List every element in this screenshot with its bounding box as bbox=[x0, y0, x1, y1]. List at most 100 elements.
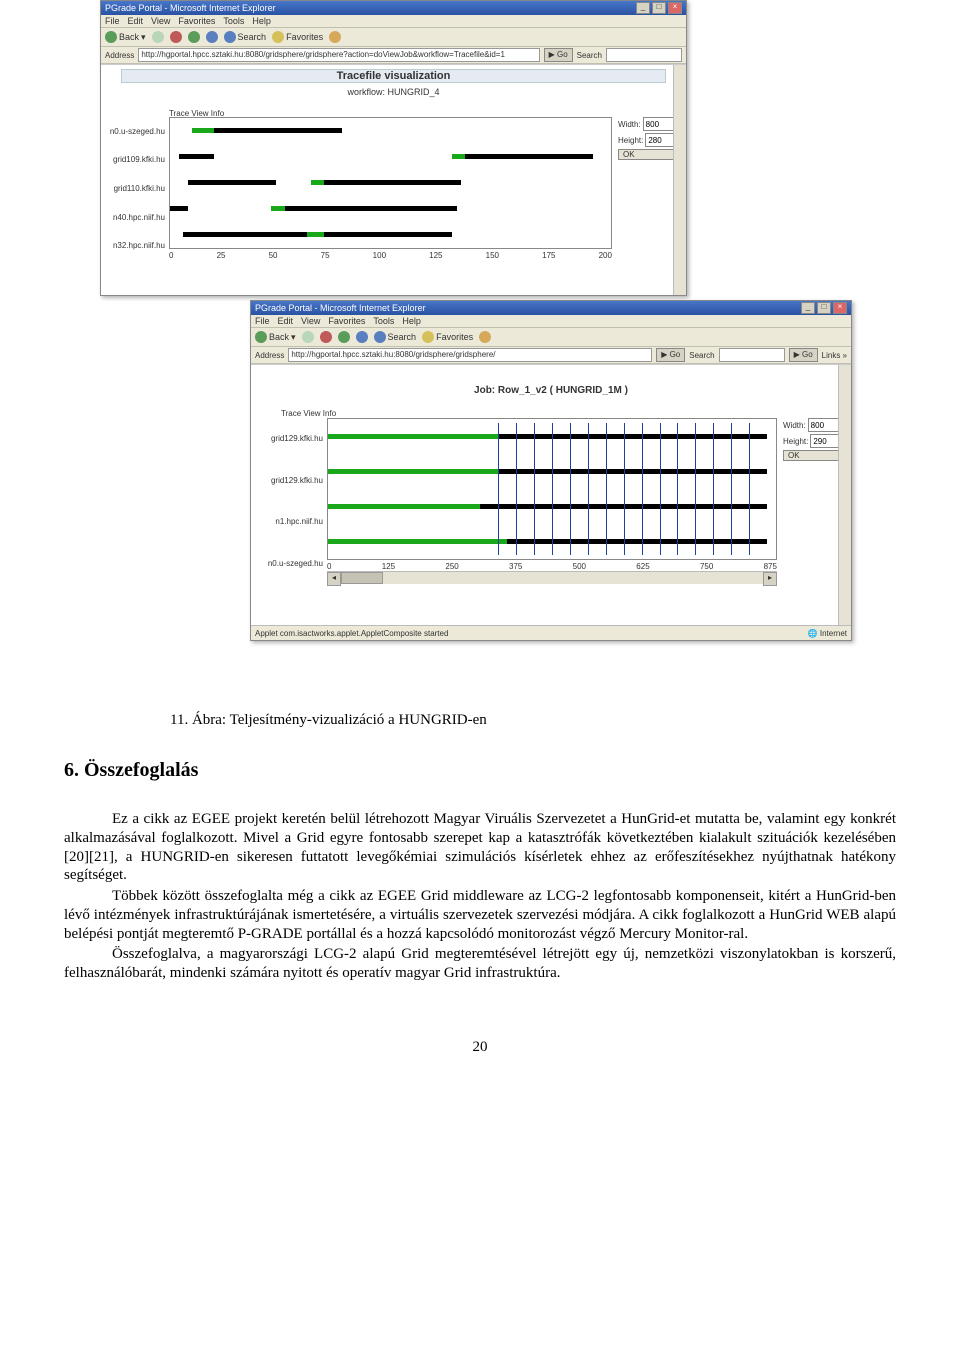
ok-button[interactable]: OK bbox=[783, 450, 843, 461]
forward-icon[interactable] bbox=[152, 31, 164, 43]
menu-item[interactable]: View bbox=[301, 316, 320, 326]
back-button[interactable]: Back▾ bbox=[105, 31, 146, 43]
go-button[interactable]: ▶ Go bbox=[656, 348, 685, 362]
history-icon[interactable] bbox=[479, 331, 491, 343]
event-marker bbox=[695, 423, 696, 555]
event-marker bbox=[642, 423, 643, 555]
gantt-bar bbox=[183, 232, 315, 237]
menu-item[interactable]: Favorites bbox=[178, 16, 215, 26]
row-label: grid110.kfki.hu bbox=[105, 175, 165, 201]
home-icon[interactable] bbox=[206, 31, 218, 43]
history-icon[interactable] bbox=[329, 31, 341, 43]
paragraph: Többek között összefoglalta még a cikk a… bbox=[64, 887, 896, 943]
search-label: Search bbox=[689, 351, 714, 360]
gantt-bar bbox=[188, 180, 276, 185]
x-tick: 250 bbox=[445, 562, 458, 571]
refresh-icon[interactable] bbox=[338, 331, 350, 343]
row-label: n32.hpc.niif.hu bbox=[105, 233, 165, 259]
paragraph: Ez a cikk az EGEE projekt keretén belül … bbox=[64, 810, 896, 885]
figure-caption: 11. Ábra: Teljesítmény-vizualizáció a HU… bbox=[170, 712, 960, 729]
gantt-bar bbox=[328, 504, 480, 509]
menu-item[interactable]: View bbox=[151, 16, 170, 26]
scroll-left-icon[interactable]: ◂ bbox=[327, 572, 341, 586]
event-marker bbox=[534, 423, 535, 555]
search-input[interactable] bbox=[606, 48, 682, 62]
favorites-button[interactable]: Favorites bbox=[272, 31, 323, 43]
maximize-icon[interactable]: □ bbox=[817, 302, 831, 314]
menu-item[interactable]: Tools bbox=[223, 16, 244, 26]
search-icon bbox=[374, 331, 386, 343]
scrollbar-horizontal[interactable]: ◂ ▸ bbox=[327, 571, 777, 584]
scrollbar-vertical[interactable] bbox=[673, 65, 686, 295]
event-marker bbox=[660, 423, 661, 555]
back-icon bbox=[105, 31, 117, 43]
x-tick: 0 bbox=[327, 562, 331, 571]
event-marker bbox=[570, 423, 571, 555]
menu-item[interactable]: Tools bbox=[373, 316, 394, 326]
refresh-icon[interactable] bbox=[188, 31, 200, 43]
row-labels: n0.u-szeged.hugrid109.kfki.hugrid110.kfk… bbox=[105, 117, 169, 260]
stop-icon[interactable] bbox=[320, 331, 332, 343]
back-button[interactable]: Back▾ bbox=[255, 331, 296, 343]
window-title: PGrade Portal - Microsoft Internet Explo… bbox=[255, 303, 426, 313]
toolbar: Back▾ Search Favorites bbox=[251, 328, 851, 347]
vis-title: Tracefile visualization bbox=[121, 69, 666, 83]
status-text: Applet com.isactworks.applet.AppletCompo… bbox=[255, 629, 448, 638]
x-tick: 75 bbox=[321, 251, 330, 260]
gantt-bar bbox=[280, 206, 456, 211]
close-icon[interactable]: × bbox=[833, 302, 847, 314]
size-controls: Width: Height: OK bbox=[612, 117, 678, 260]
links-label[interactable]: Links » bbox=[822, 351, 847, 360]
minimize-icon[interactable]: _ bbox=[636, 2, 650, 14]
menu-item[interactable]: Help bbox=[252, 16, 271, 26]
favorites-button[interactable]: Favorites bbox=[422, 331, 473, 343]
go-button[interactable]: ▶ Go bbox=[544, 48, 573, 62]
ok-button[interactable]: OK bbox=[618, 149, 678, 160]
search-input[interactable] bbox=[719, 348, 785, 362]
row-label: grid129.kfki.hu bbox=[255, 463, 323, 498]
maximize-icon[interactable]: □ bbox=[652, 2, 666, 14]
go-button-2[interactable]: ▶ Go bbox=[789, 348, 818, 362]
stop-icon[interactable] bbox=[170, 31, 182, 43]
event-marker bbox=[749, 423, 750, 555]
search-button[interactable]: Search bbox=[224, 31, 267, 43]
x-tick: 25 bbox=[217, 251, 226, 260]
gantt-chart bbox=[327, 418, 777, 560]
row-label: n1.hpc.niif.hu bbox=[255, 504, 323, 539]
event-marker bbox=[516, 423, 517, 555]
row-labels: grid129.kfki.hugrid129.kfki.hun1.hpc.nii… bbox=[255, 418, 327, 584]
x-tick: 50 bbox=[269, 251, 278, 260]
width-input[interactable] bbox=[808, 418, 840, 432]
window-title: PGrade Portal - Microsoft Internet Explo… bbox=[105, 3, 276, 13]
x-tick: 125 bbox=[429, 251, 442, 260]
gantt-bar bbox=[192, 128, 214, 133]
toolbar: Back▾ Search Favorites bbox=[101, 28, 686, 47]
menu-item[interactable]: File bbox=[255, 316, 270, 326]
gantt-bar bbox=[307, 232, 325, 237]
width-input[interactable] bbox=[643, 117, 675, 131]
scroll-right-icon[interactable]: ▸ bbox=[763, 572, 777, 586]
browser-window-2: PGrade Portal - Microsoft Internet Explo… bbox=[250, 300, 852, 641]
event-marker bbox=[677, 423, 678, 555]
home-icon[interactable] bbox=[356, 331, 368, 343]
menu-item[interactable]: Edit bbox=[278, 316, 294, 326]
x-tick: 0 bbox=[169, 251, 173, 260]
gantt-bar bbox=[328, 469, 498, 474]
close-icon[interactable]: × bbox=[668, 2, 682, 14]
titlebar: PGrade Portal - Microsoft Internet Explo… bbox=[101, 1, 686, 15]
address-label: Address bbox=[105, 51, 134, 60]
scroll-thumb[interactable] bbox=[341, 572, 383, 584]
forward-icon[interactable] bbox=[302, 331, 314, 343]
scrollbar-vertical[interactable] bbox=[838, 365, 851, 625]
menu-item[interactable]: Edit bbox=[128, 16, 144, 26]
chevron-down-icon: ▾ bbox=[291, 332, 296, 343]
minimize-icon[interactable]: _ bbox=[801, 302, 815, 314]
menu-item[interactable]: Help bbox=[402, 316, 421, 326]
menubar: File Edit View Favorites Tools Help bbox=[101, 15, 686, 28]
search-button[interactable]: Search bbox=[374, 331, 417, 343]
url-field[interactable]: http://hgportal.hpcc.sztaki.hu:8080/grid… bbox=[138, 48, 539, 62]
menu-item[interactable]: File bbox=[105, 16, 120, 26]
url-field[interactable]: http://hgportal.hpcc.sztaki.hu:8080/grid… bbox=[288, 348, 652, 362]
event-marker bbox=[498, 423, 499, 555]
menu-item[interactable]: Favorites bbox=[328, 316, 365, 326]
